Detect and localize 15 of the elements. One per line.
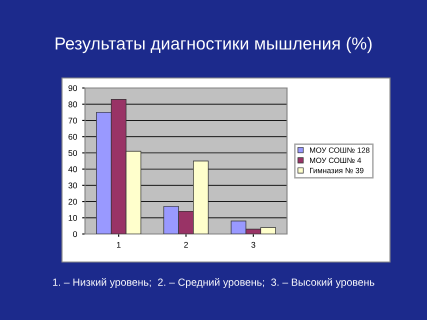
y-tick-label: 50 [68,150,78,156]
y-tick-label: 10 [68,214,78,221]
y-tick-label: 90 [68,85,78,92]
text: 1. – Низкий уровень; 2. – Средний уровень; 3. – Высокий уровень [53,278,374,288]
x-tick-label: 2 [184,242,188,248]
x-tick-label: 1 [116,242,121,248]
y-tick-label: 40 [68,166,78,172]
x-tick-label: 3 [251,242,256,248]
y-tick-label: 80 [68,101,78,108]
y-tick-label: 70 [68,118,78,124]
y-tick-label: 30 [68,182,78,188]
y-tick-label: 0 [73,231,78,238]
y-tick-label: 20 [68,198,78,205]
chart-title: Результаты диагностики мышления (%) [56,36,372,54]
y-tick-label: 60 [68,134,78,140]
